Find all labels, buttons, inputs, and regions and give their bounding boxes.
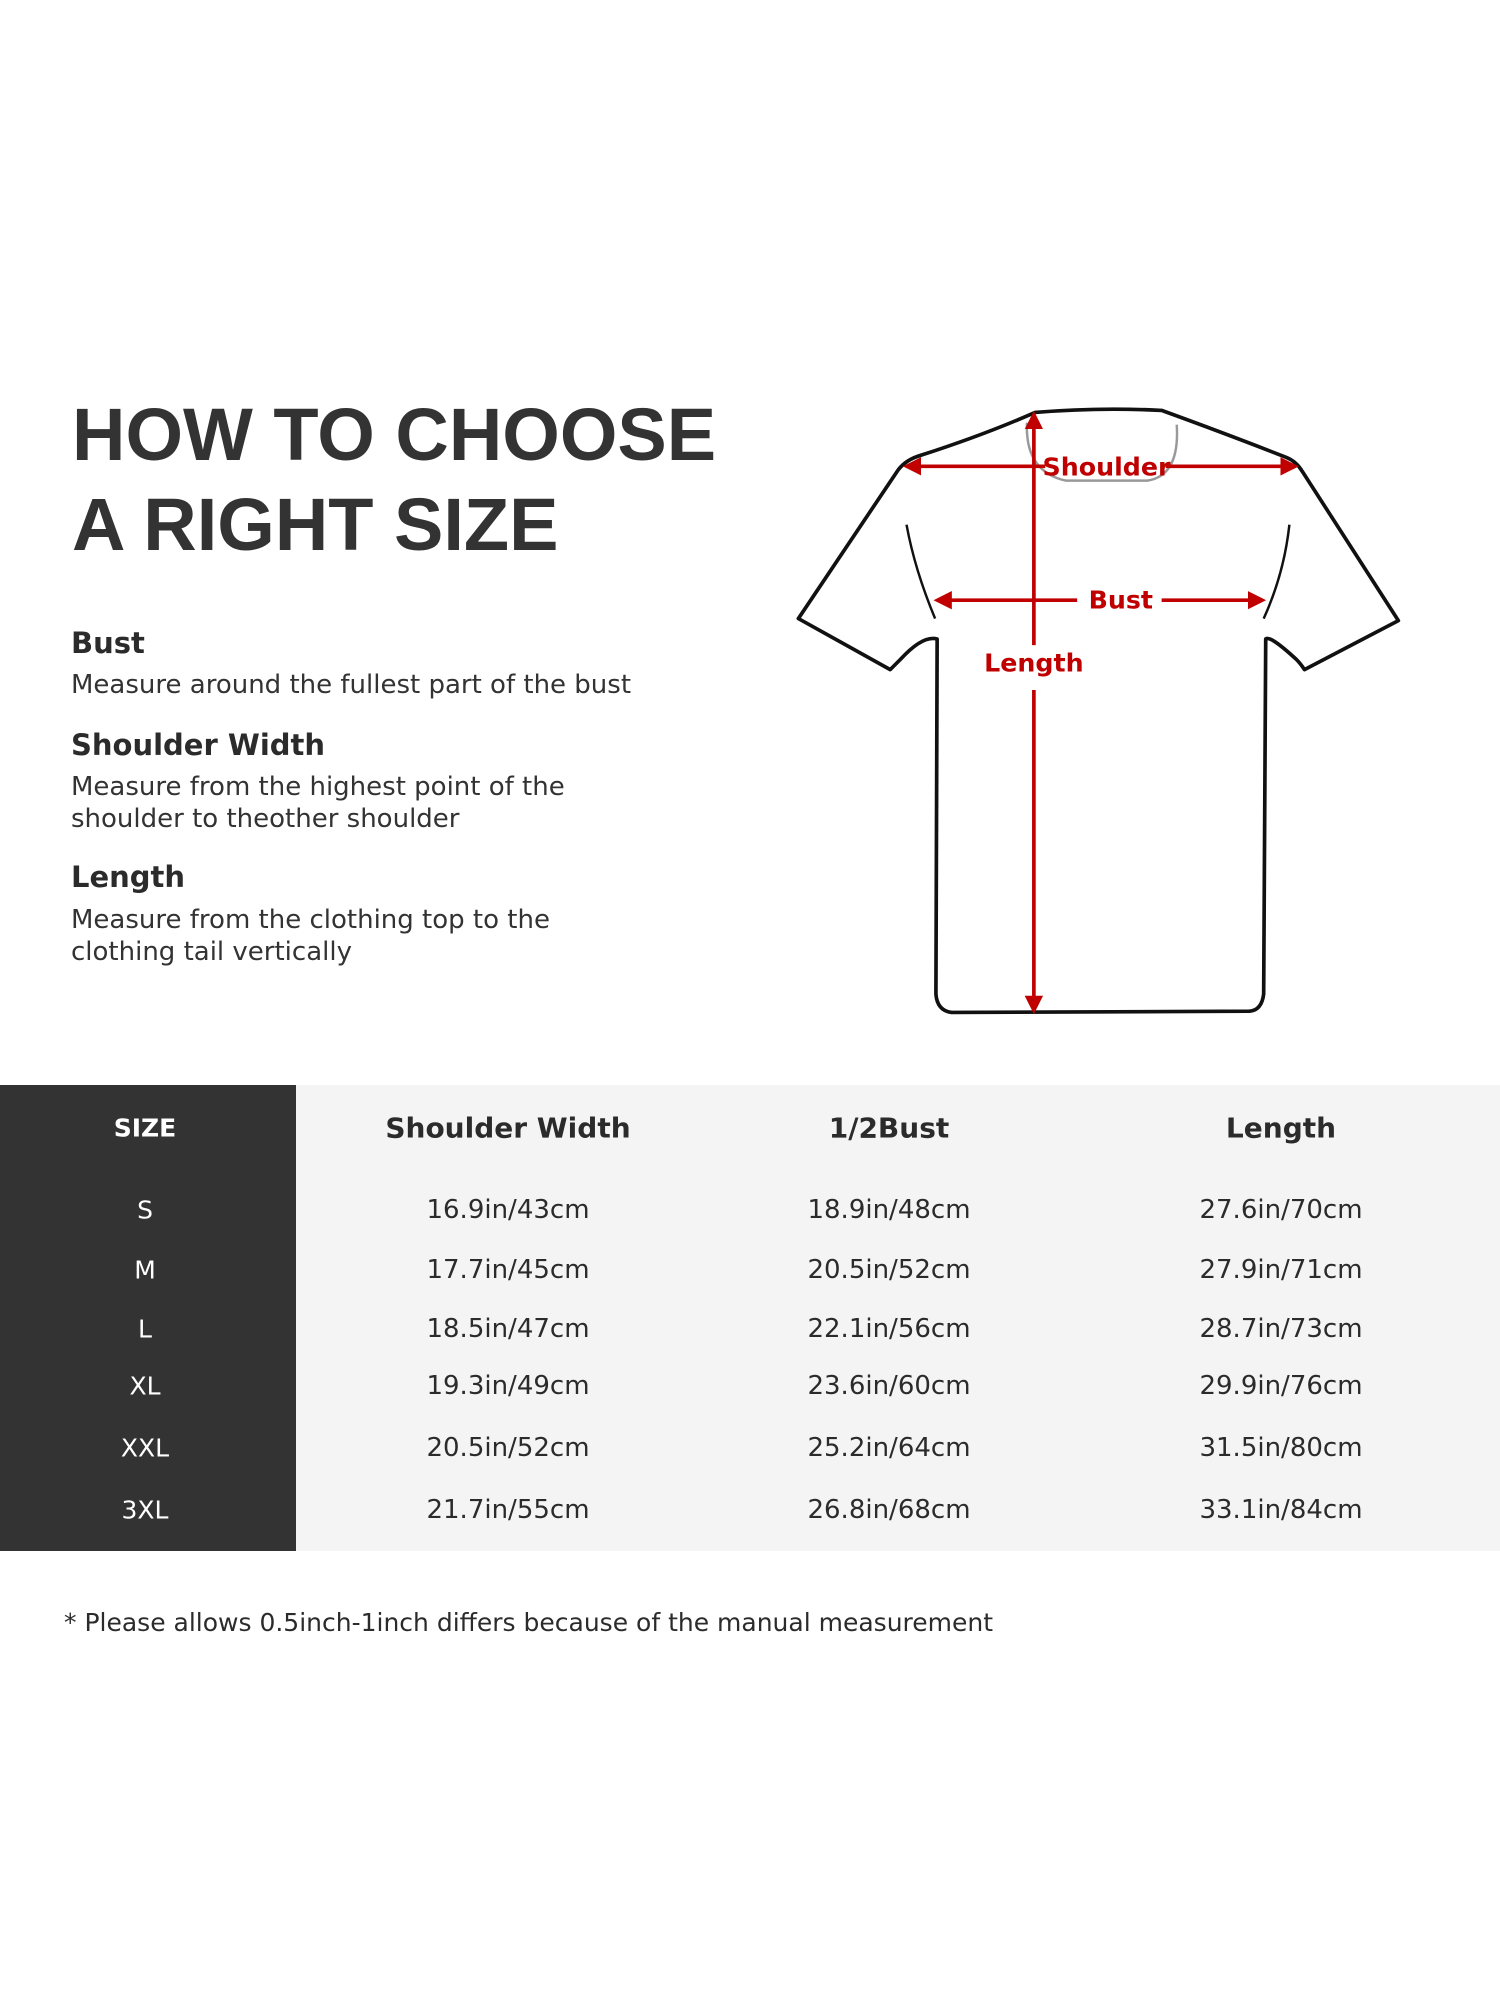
page-title-line-1: HOW TO CHOOSE	[72, 393, 717, 476]
cell-half-bust: 18.9in/48cm	[807, 1195, 971, 1225]
size-column	[0, 1085, 296, 1551]
cell-size: XL	[129, 1371, 161, 1401]
cell-size: M	[134, 1255, 156, 1285]
footnote: * Please allows 0.5inch-1inch differs be…	[64, 1608, 994, 1637]
guide-heading-bust: Bust	[71, 626, 145, 660]
cell-size: 3XL	[121, 1495, 169, 1525]
guide-heading-shoulder: Shoulder Width	[71, 728, 326, 762]
bust-label: Bust	[1089, 585, 1153, 614]
cell-half-bust: 20.5in/52cm	[807, 1255, 971, 1285]
guide-text-length-1: Measure from the clothing top to the	[71, 905, 550, 935]
cell-shoulder-width: 19.3in/49cm	[426, 1371, 590, 1401]
tshirt-diagram: Shoulder Bust Length	[796, 407, 1401, 1015]
cell-size: S	[137, 1195, 153, 1225]
header-size: SIZE	[113, 1113, 177, 1143]
cell-length: 27.6in/70cm	[1199, 1195, 1363, 1225]
size-table: SIZE Shoulder Width 1/2Bust Length S 16.9in/4…	[0, 1085, 1500, 1551]
cell-half-bust: 22.1in/56cm	[807, 1314, 971, 1344]
cell-half-bust: 23.6in/60cm	[807, 1371, 971, 1401]
cell-length: 31.5in/80cm	[1199, 1433, 1363, 1463]
cell-length: 29.9in/76cm	[1199, 1371, 1363, 1401]
header-half-bust: 1/2Bust	[828, 1111, 950, 1145]
shoulder-label: Shoulder	[1043, 453, 1172, 482]
measure-arrows	[902, 410, 1299, 1015]
cell-shoulder-width: 20.5in/52cm	[426, 1433, 590, 1463]
guide-text-shoulder-2: shoulder to theother shoulder	[71, 804, 460, 834]
cell-half-bust: 26.8in/68cm	[807, 1495, 971, 1525]
page-title-line-2: A RIGHT SIZE	[72, 483, 559, 566]
guide-text-shoulder-1: Measure from the highest point of the	[71, 772, 565, 802]
header-shoulder-width: Shoulder Width	[385, 1111, 631, 1145]
length-label: Length	[984, 649, 1084, 678]
cell-size: XXL	[120, 1433, 170, 1463]
cell-length: 27.9in/71cm	[1199, 1255, 1363, 1285]
cell-length: 28.7in/73cm	[1199, 1314, 1363, 1344]
tshirt-outline	[796, 407, 1401, 1015]
cell-length: 33.1in/84cm	[1199, 1495, 1363, 1525]
cell-half-bust: 25.2in/64cm	[807, 1433, 971, 1463]
cell-shoulder-width: 17.7in/45cm	[426, 1255, 590, 1285]
guide-text-length-2: clothing tail vertically	[71, 937, 352, 967]
cell-shoulder-width: 18.5in/47cm	[426, 1314, 590, 1344]
cell-shoulder-width: 16.9in/43cm	[426, 1195, 590, 1225]
cell-shoulder-width: 21.7in/55cm	[426, 1495, 590, 1525]
cell-size: L	[138, 1314, 152, 1344]
guide-text-bust: Measure around the fullest part of the b…	[71, 670, 632, 700]
header-length: Length	[1225, 1111, 1337, 1145]
guide-heading-length: Length	[71, 860, 186, 894]
